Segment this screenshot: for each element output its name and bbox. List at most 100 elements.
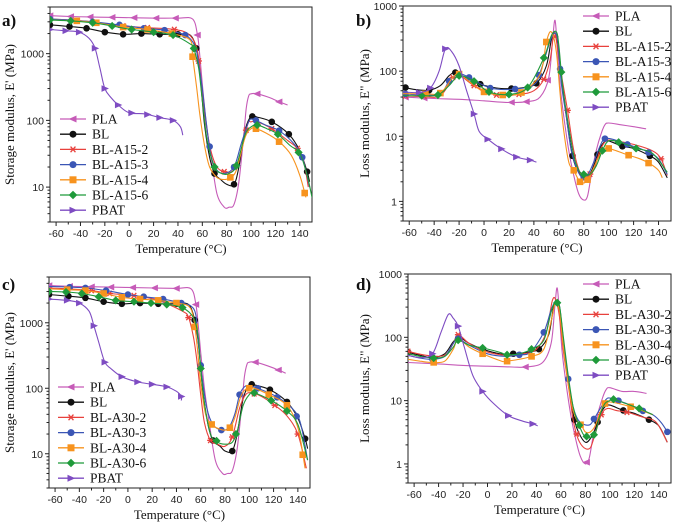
data-point (582, 458, 590, 466)
data-point (635, 404, 644, 413)
y-axis-title: Loss modulus, E" (MPa) (357, 314, 372, 443)
legend-label: BL-A30-2 (615, 307, 671, 322)
data-point (162, 300, 171, 309)
data-point (511, 85, 519, 93)
data-point (523, 83, 532, 92)
legend-label: BL-A15-4 (92, 172, 148, 187)
series-pbat (408, 313, 538, 428)
data-point (150, 284, 158, 292)
data-point (299, 451, 307, 459)
data-point (265, 391, 273, 398)
x-tick-label: -20 (451, 227, 466, 239)
legend-marker (69, 161, 77, 169)
data-point (171, 14, 179, 22)
data-point (609, 395, 618, 404)
legend-label: BL (92, 127, 109, 142)
x-tick-label: -40 (427, 227, 442, 239)
legend-marker (592, 58, 600, 66)
legend-label: BL-A15-2 (615, 39, 671, 54)
data-point (210, 162, 219, 172)
x-tick-label: 140 (289, 494, 307, 506)
legend-item: BL-A30-2 (58, 410, 146, 425)
legend-item: BL-A30-6 (58, 456, 146, 471)
data-point (163, 383, 171, 391)
data-point (146, 298, 156, 308)
series-line (49, 293, 309, 454)
x-tick-label: 20 (148, 228, 160, 240)
legend-label: BL-A30-4 (90, 440, 146, 455)
data-point (50, 27, 55, 32)
y-tick-label: 1 (391, 196, 397, 208)
x-tick-label: 100 (600, 227, 618, 239)
data-point (273, 130, 282, 139)
legend-item: BL-A15-4 (60, 172, 148, 187)
legend-marker (592, 371, 601, 379)
data-point (631, 144, 641, 153)
legend-marker (69, 176, 77, 184)
panel-label: d) (356, 275, 371, 294)
data-point (118, 293, 126, 301)
series-pla (403, 19, 647, 201)
y-tick-label: 1000 (379, 269, 403, 281)
data-point (66, 13, 75, 20)
y-tick-label: 10 (31, 449, 43, 461)
panel-label: b) (356, 11, 371, 30)
legend-marker (591, 12, 600, 20)
y-axis: 10 100 1000 Storage modulus, E' (MPa) (2, 6, 50, 223)
data-point (274, 366, 282, 374)
x-tick-label: -40 (73, 228, 88, 240)
series-line (50, 18, 309, 188)
data-point (62, 27, 70, 35)
data-point (90, 322, 99, 330)
x-axis: -60 -40 -20 0 20 40 60 80 100 120 140 Temperature (… (402, 221, 667, 255)
data-point (189, 53, 196, 60)
series-line (49, 287, 307, 469)
series-bl (49, 291, 309, 455)
data-point (528, 353, 535, 360)
legend-marker (68, 190, 78, 200)
series-bl-a30-2 (49, 287, 307, 469)
data-point (575, 421, 584, 430)
legend-label: BL-A15-3 (92, 157, 148, 172)
legend-label: PLA (615, 277, 641, 292)
legend-label: PBAT (615, 368, 649, 383)
series-line (408, 287, 647, 465)
data-point (207, 437, 214, 444)
data-point (253, 120, 262, 130)
x-tick-label: -60 (407, 489, 422, 501)
legend-label: BL-A15-6 (92, 188, 148, 203)
asterisk-stroke (70, 146, 76, 153)
data-point (49, 297, 54, 301)
data-point (454, 322, 463, 330)
legend-label: PLA (615, 9, 641, 24)
data-point (83, 24, 90, 32)
data-point (579, 170, 588, 179)
y-tick-label: 100 (26, 115, 44, 127)
plot-area (408, 287, 671, 466)
series-bl-a15-6 (50, 15, 312, 198)
series-bl-a15-2 (50, 18, 309, 188)
data-point (124, 291, 132, 298)
asterisk-stroke (408, 348, 411, 353)
data-point (118, 373, 126, 381)
panel-label: a) (2, 11, 16, 30)
plot-frame (48, 276, 311, 489)
data-point (230, 181, 238, 188)
x-tick-label: 120 (265, 494, 283, 506)
data-point (101, 358, 109, 366)
x-tick-label: 80 (221, 228, 233, 240)
data-point (433, 90, 443, 100)
y-tick-label: 100 (384, 332, 402, 344)
data-point (484, 87, 494, 96)
data-point (582, 432, 591, 441)
data-point (614, 138, 623, 147)
asterisk-stroke (593, 43, 599, 50)
legend-label: BL (615, 292, 632, 307)
data-point (229, 447, 236, 455)
data-point (172, 285, 180, 292)
x-tick-label: 40 (171, 494, 183, 506)
data-point (193, 31, 201, 39)
x-tick-label: -40 (431, 489, 446, 501)
data-point (232, 161, 241, 170)
